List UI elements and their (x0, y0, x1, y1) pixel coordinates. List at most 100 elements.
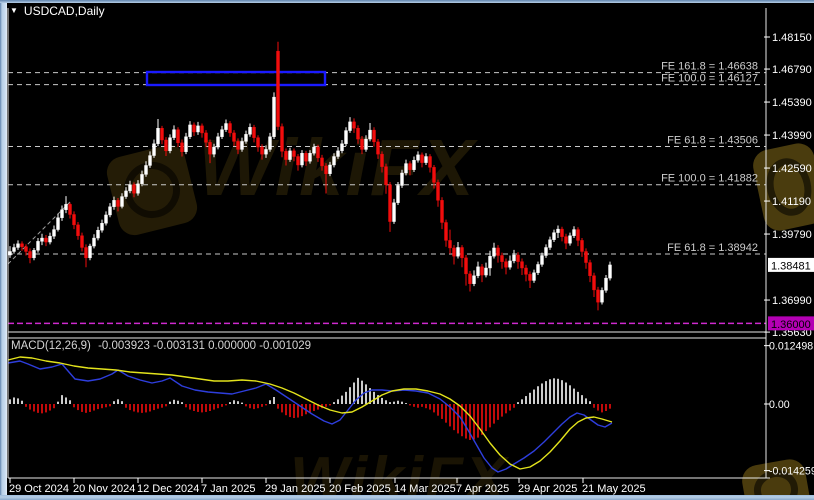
candle-body (164, 139, 168, 152)
candle-body (24, 246, 28, 252)
candle-body (592, 275, 596, 291)
candle-body (212, 146, 216, 155)
date-axis-label: 29 Apr 2025 (518, 483, 577, 495)
candle-body (532, 272, 536, 281)
candle-body (448, 240, 452, 249)
candle-body (604, 277, 608, 291)
candle-body (280, 126, 284, 152)
candle-body (216, 136, 220, 148)
date-axis-label: 7 Apr 2025 (456, 483, 509, 495)
candle-body (316, 146, 320, 159)
price-axis-label: 1.39790 (772, 229, 812, 241)
candle-body (88, 245, 92, 259)
candle-body (336, 150, 340, 157)
candle-body (8, 251, 12, 256)
candle-body (568, 235, 572, 244)
candle-body (556, 228, 560, 233)
candle-body (416, 154, 420, 161)
candle-body (504, 261, 508, 268)
candle-body (220, 129, 224, 137)
candle-body (12, 247, 16, 252)
candle-body (380, 153, 384, 167)
candle-body (192, 124, 196, 133)
candle-body (508, 260, 512, 268)
candle-body (388, 184, 392, 222)
candle-body (364, 138, 368, 150)
candle-body (580, 240, 584, 252)
candle-body (188, 124, 192, 137)
candle-body (204, 132, 208, 143)
candle-body (36, 241, 40, 251)
candle-body (356, 128, 360, 140)
candle-body (16, 243, 20, 248)
candle-body (64, 204, 68, 210)
candle-body (368, 129, 372, 140)
candle-body (608, 264, 612, 279)
macd-indicator-label: MACD(12,26,9) -0.003923 -0.003131 0.0000… (11, 340, 315, 352)
candle-body (552, 232, 556, 240)
candle-body (108, 206, 112, 216)
candle-body (428, 156, 432, 168)
candle-body (96, 230, 100, 239)
candle-body (72, 214, 76, 226)
candle-body (420, 154, 424, 163)
price-axis-label: 1.45390 (772, 97, 812, 109)
candle-body (452, 247, 456, 257)
candle-body (384, 166, 388, 185)
drawn-rectangle[interactable] (145, 70, 327, 87)
candle-body (300, 153, 304, 166)
candle-body (272, 96, 276, 137)
candle-body (124, 190, 128, 197)
candle-body (320, 157, 324, 167)
candle-body (372, 129, 376, 143)
candle-body (240, 141, 244, 150)
fe-level-label: FE 100.0 = 1.46127 (661, 73, 758, 85)
window-border-top (0, 0, 814, 3)
candle-body (600, 290, 604, 303)
candle-body (332, 156, 336, 166)
candle-body (468, 273, 472, 284)
candle-body (248, 127, 252, 135)
candle-body (196, 125, 200, 133)
candle-body (408, 163, 412, 170)
candle-body (68, 204, 72, 215)
candle-body (312, 146, 316, 154)
price-axis-label: 1.43990 (772, 130, 812, 142)
candle-body (588, 262, 592, 276)
fe-level-label: FE 161.8 = 1.46638 (661, 61, 758, 73)
candle-body (480, 266, 484, 276)
candle-body (20, 243, 24, 247)
candle-body (28, 251, 32, 259)
drawn-trendline[interactable] (7, 201, 71, 265)
candle-body (404, 163, 408, 174)
candle-body (52, 229, 56, 237)
candle-body (208, 142, 212, 155)
window-border-bottom (0, 495, 814, 500)
candle-body (256, 137, 260, 148)
candle-body (148, 155, 152, 166)
candle-body (496, 247, 500, 256)
candle-body (348, 121, 352, 131)
candle-body (292, 150, 296, 157)
candle-body (564, 236, 568, 244)
candle-body (132, 184, 136, 194)
candle-body (584, 251, 588, 263)
candle-body (236, 141, 240, 150)
candle-body (400, 172, 404, 186)
candle-body (268, 136, 272, 150)
candle-body (200, 125, 204, 134)
symbol-marker-icon: ▼ (10, 6, 18, 15)
candle-body (524, 267, 528, 275)
candle-body (328, 164, 332, 174)
candle-body (536, 264, 540, 273)
candle-body (284, 151, 288, 160)
fe-level-label: FE 100.0 = 1.41882 (661, 173, 758, 185)
candle-body (232, 132, 236, 142)
watermark-text: WikiFX (198, 123, 476, 212)
candle-body (520, 261, 524, 269)
candle-body (160, 128, 164, 141)
macd-current-values: -0.003923 -0.003131 0.000000 -0.001029 (94, 340, 312, 352)
date-axis-label: 20 Feb 2025 (329, 483, 391, 495)
candle-body (260, 146, 264, 155)
